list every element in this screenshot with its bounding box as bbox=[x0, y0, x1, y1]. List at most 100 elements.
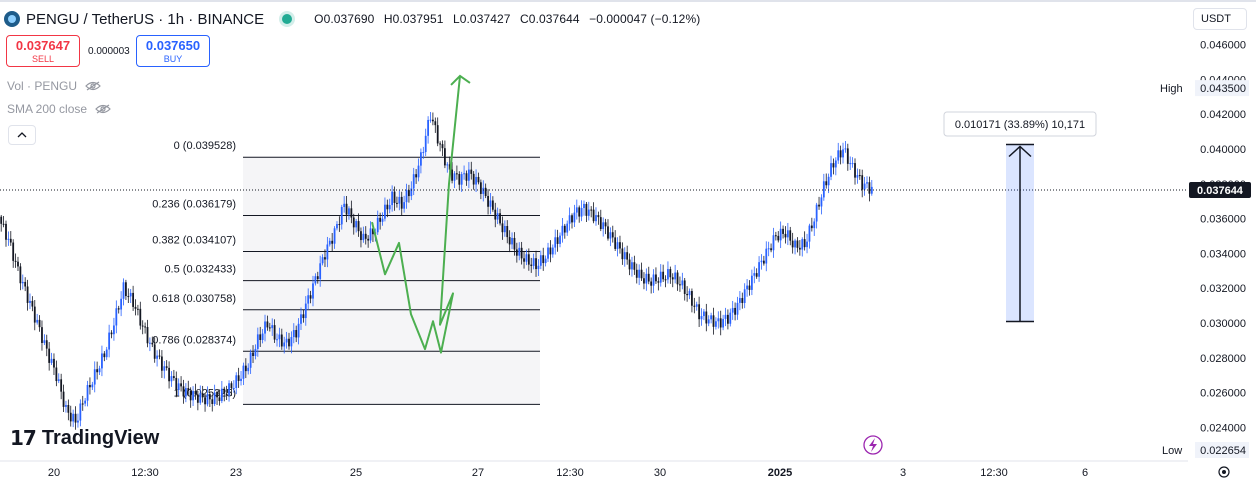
high-label: High bbox=[1160, 83, 1183, 95]
candle-body bbox=[187, 388, 190, 391]
candle-body bbox=[818, 204, 820, 207]
candle-body bbox=[146, 326, 149, 344]
candle-body bbox=[86, 385, 89, 401]
candle-body bbox=[19, 266, 22, 284]
candle-body bbox=[784, 233, 787, 238]
candle-body bbox=[204, 397, 206, 405]
sma-indicator-label: SMA 200 close bbox=[7, 102, 88, 116]
symbol-title[interactable]: PENGU / TetherUS · 1h · BINANCE bbox=[26, 10, 265, 28]
candle-body bbox=[352, 217, 355, 228]
candle-body bbox=[108, 332, 111, 350]
candle-body bbox=[681, 280, 684, 286]
price-tick-label: 0.032000 bbox=[1200, 283, 1246, 295]
price-tick-label: 0.046000 bbox=[1200, 40, 1246, 52]
projection-path[interactable] bbox=[371, 75, 461, 354]
fib-level-label: 0.786 (0.028374) bbox=[152, 334, 236, 346]
sma-indicator[interactable]: SMA 200 close bbox=[7, 102, 111, 116]
candle-body bbox=[571, 215, 573, 223]
candle-body bbox=[544, 258, 547, 264]
candle-body bbox=[252, 352, 254, 357]
candle-body bbox=[674, 272, 677, 280]
candle-body bbox=[36, 319, 39, 323]
eye-hidden-icon[interactable] bbox=[85, 81, 101, 91]
candle-body bbox=[69, 412, 72, 422]
collapse-indicators-button[interactable] bbox=[8, 125, 36, 145]
candle-body bbox=[849, 163, 852, 165]
candle-body bbox=[465, 173, 468, 181]
candle-body bbox=[789, 230, 792, 241]
candle-body bbox=[156, 355, 158, 359]
candle-body bbox=[460, 174, 463, 185]
candle-body bbox=[57, 379, 60, 382]
currency-selector[interactable]: USDT bbox=[1193, 8, 1247, 30]
candle-body bbox=[494, 209, 497, 220]
candle-body bbox=[707, 319, 710, 324]
candle-body bbox=[141, 325, 144, 327]
candle-body bbox=[755, 273, 758, 277]
candle-body bbox=[477, 176, 480, 183]
candle-body bbox=[415, 174, 418, 178]
candle-body bbox=[750, 275, 753, 290]
candle-body bbox=[441, 144, 444, 149]
candle-body bbox=[532, 258, 535, 266]
settings-gear-icon[interactable] bbox=[1222, 470, 1226, 474]
candle-body bbox=[683, 280, 686, 294]
candle-body bbox=[851, 163, 854, 165]
candle-body bbox=[213, 392, 216, 404]
candle-body bbox=[825, 181, 828, 186]
candle-body bbox=[479, 182, 482, 194]
candle-body bbox=[328, 240, 331, 245]
candle-body bbox=[120, 298, 123, 310]
candle-body bbox=[446, 164, 449, 166]
candle-body bbox=[712, 315, 715, 327]
current-price-tag bbox=[1189, 181, 1251, 198]
candle-body bbox=[43, 340, 46, 343]
high-value-tag bbox=[1195, 80, 1249, 97]
candle-body bbox=[470, 169, 473, 174]
candle-body bbox=[381, 218, 384, 222]
fib-level-label: 1 (0.025325) bbox=[174, 387, 236, 399]
candle-body bbox=[664, 279, 667, 281]
candle-body bbox=[321, 257, 324, 264]
candle-body bbox=[791, 240, 794, 248]
candle-body bbox=[597, 215, 600, 218]
candle-body bbox=[595, 215, 597, 222]
candle-body bbox=[338, 224, 341, 226]
candle-body bbox=[247, 367, 250, 372]
candle-body bbox=[578, 207, 581, 217]
ohlc-values: O0.037690 H0.037951 L0.037427 C0.037644 … bbox=[314, 12, 706, 26]
candle-body bbox=[165, 366, 168, 368]
measure-label: 0.010171 (33.89%) 10,171 bbox=[955, 119, 1085, 131]
candle-body bbox=[741, 298, 744, 303]
settings-gear-icon[interactable] bbox=[1218, 466, 1230, 478]
candle-body bbox=[67, 405, 70, 413]
candle-body bbox=[691, 291, 693, 306]
candle-body bbox=[626, 252, 629, 260]
candle-body bbox=[84, 400, 87, 404]
candle-body bbox=[376, 217, 379, 233]
candle-body bbox=[372, 228, 374, 235]
eye-hidden-icon[interactable] bbox=[95, 104, 111, 114]
measure-arrow-head bbox=[1008, 145, 1032, 158]
chevron-up-icon bbox=[17, 132, 27, 138]
volume-indicator[interactable]: Vol · PENGU bbox=[7, 79, 101, 93]
candle-body bbox=[583, 203, 585, 209]
candle-body bbox=[72, 413, 75, 422]
candle-body bbox=[806, 241, 808, 248]
candle-body bbox=[153, 344, 156, 359]
candle-body bbox=[635, 269, 638, 278]
candle-body bbox=[326, 244, 329, 260]
sell-button[interactable]: 0.037647 SELL bbox=[6, 35, 80, 67]
candle-body bbox=[180, 383, 182, 387]
buy-button[interactable]: 0.037650 BUY bbox=[136, 35, 210, 67]
candle-body bbox=[856, 175, 859, 178]
price-tick-label: 0.040000 bbox=[1200, 144, 1246, 156]
candle-body bbox=[302, 314, 305, 319]
candle-body bbox=[110, 332, 113, 335]
candle-body bbox=[0, 216, 3, 224]
candle-body bbox=[340, 206, 343, 225]
candle-body bbox=[348, 208, 350, 215]
candle-body bbox=[96, 369, 99, 373]
